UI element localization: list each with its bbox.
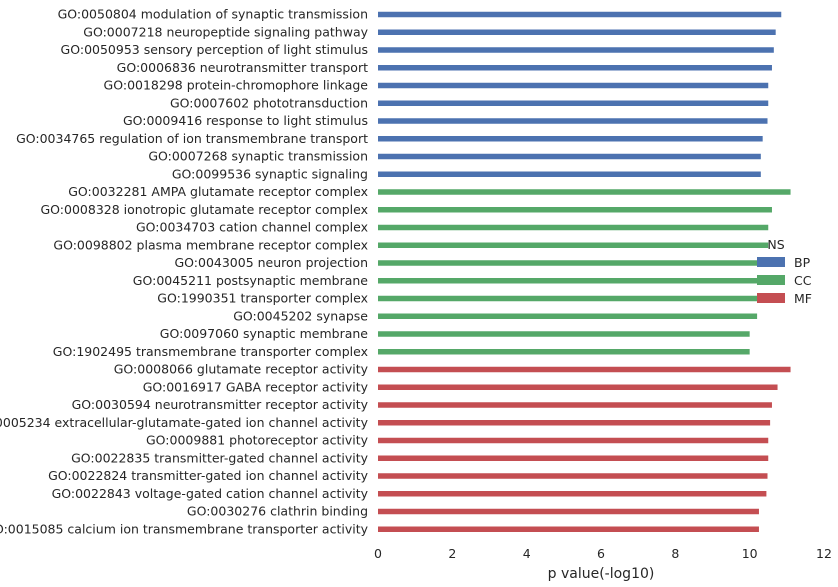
category-label-6: GO:0009416 response to light stimulus bbox=[123, 113, 368, 128]
x-tick-label-3: 6 bbox=[597, 546, 605, 561]
category-label-24: GO:0009881 photoreceptor activity bbox=[146, 433, 369, 448]
legend-swatch-mf bbox=[757, 293, 785, 303]
bar-6 bbox=[378, 118, 768, 124]
x-tick-label-2: 4 bbox=[523, 546, 531, 561]
bar-7 bbox=[378, 136, 763, 142]
bar-12 bbox=[378, 224, 769, 231]
bar-20 bbox=[378, 366, 791, 373]
category-label-9: GO:0099536 synaptic signaling bbox=[172, 166, 368, 181]
category-label-25: GO:0022835 transmitter-gated channel act… bbox=[71, 450, 368, 465]
x-tick-label-0: 0 bbox=[374, 546, 382, 561]
category-label-21: GO:0016917 GABA receptor activity bbox=[143, 379, 369, 394]
legend-label-mf: MF bbox=[794, 291, 812, 306]
bar-27 bbox=[378, 491, 767, 497]
bar-2 bbox=[378, 47, 774, 53]
category-label-29: GO:0015085 calcium ion transmembrane tra… bbox=[0, 521, 369, 536]
bar-19 bbox=[378, 349, 750, 355]
category-label-11: GO:0008328 ionotropic glutamate receptor… bbox=[41, 202, 369, 217]
legend-swatch-cc bbox=[757, 275, 785, 285]
bar-0 bbox=[378, 11, 782, 18]
category-labels-group: GO:0050804 modulation of synaptic transm… bbox=[0, 7, 369, 537]
category-label-2: GO:0050953 sensory perception of light s… bbox=[61, 42, 368, 57]
bar-16 bbox=[378, 295, 761, 302]
x-tick-label-1: 2 bbox=[448, 546, 456, 561]
legend-label-cc: CC bbox=[794, 273, 812, 288]
bars-group bbox=[378, 11, 791, 532]
category-label-23: GO:0005234 extracellular-glutamate-gated… bbox=[0, 415, 369, 430]
bar-25 bbox=[378, 455, 769, 461]
bar-1 bbox=[378, 29, 776, 35]
category-label-15: GO:0045211 postsynaptic membrane bbox=[133, 273, 369, 288]
category-label-10: GO:0032281 AMPA glutamate receptor compl… bbox=[68, 184, 368, 199]
bar-11 bbox=[378, 207, 772, 213]
category-label-19: GO:1902495 transmembrane transporter com… bbox=[53, 344, 368, 359]
category-label-5: GO:0007602 phototransduction bbox=[170, 95, 368, 110]
bar-22 bbox=[378, 402, 772, 408]
bar-26 bbox=[378, 473, 768, 479]
bar-23 bbox=[378, 420, 771, 426]
bar-5 bbox=[378, 100, 769, 106]
category-label-12: GO:0034703 cation channel complex bbox=[136, 220, 368, 235]
bar-3 bbox=[378, 65, 772, 71]
category-label-17: GO:0045202 synapse bbox=[233, 308, 368, 323]
category-label-0: GO:0050804 modulation of synaptic transm… bbox=[58, 7, 368, 22]
bar-15 bbox=[378, 278, 763, 284]
bar-4 bbox=[378, 82, 769, 89]
legend-label-bp: BP bbox=[794, 255, 811, 270]
bar-17 bbox=[378, 313, 758, 319]
bar-13 bbox=[378, 242, 769, 248]
category-label-13: GO:0098802 plasma membrane receptor comp… bbox=[53, 237, 368, 252]
category-label-28: GO:0030276 clathrin binding bbox=[187, 504, 368, 519]
category-label-14: GO:0043005 neuron projection bbox=[174, 255, 368, 270]
x-axis-title: p value(-log10) bbox=[548, 566, 655, 582]
category-label-1: GO:0007218 neuropeptide signaling pathwa… bbox=[83, 24, 368, 39]
x-tick-label-4: 8 bbox=[671, 546, 679, 561]
bar-10 bbox=[378, 189, 791, 195]
category-label-16: GO:1990351 transporter complex bbox=[157, 291, 368, 306]
x-tick-label-6: 12 bbox=[816, 546, 832, 561]
x-ticks-group: 0 2 4 6 8 10 12 bbox=[374, 546, 832, 561]
bar-21 bbox=[378, 384, 778, 390]
legend-swatch-bp bbox=[757, 257, 785, 267]
x-tick-label-5: 10 bbox=[742, 546, 758, 561]
category-label-27: GO:0022843 voltage-gated cation channel … bbox=[52, 486, 369, 501]
category-label-8: GO:0007268 synaptic transmission bbox=[148, 149, 368, 164]
bar-18 bbox=[378, 331, 750, 337]
category-label-18: GO:0097060 synaptic membrane bbox=[160, 326, 369, 341]
category-label-4: GO:0018298 protein-chromophore linkage bbox=[104, 78, 369, 93]
bar-24 bbox=[378, 437, 769, 444]
category-label-26: GO:0022824 transmitter-gated ion channel… bbox=[48, 468, 369, 483]
bar-8 bbox=[378, 153, 761, 160]
category-label-20: GO:0008066 glutamate receptor activity bbox=[114, 362, 369, 377]
category-label-3: GO:0006836 neurotransmitter transport bbox=[117, 60, 368, 75]
bar-9 bbox=[378, 171, 761, 177]
category-label-22: GO:0030594 neurotransmitter receptor act… bbox=[72, 397, 369, 412]
legend: NS BP CC MF bbox=[757, 237, 812, 306]
bar-29 bbox=[378, 526, 759, 532]
legend-title: NS bbox=[767, 237, 784, 252]
category-label-7: GO:0034765 regulation of ion transmembra… bbox=[16, 131, 368, 146]
bar-28 bbox=[378, 508, 759, 515]
bar-14 bbox=[378, 260, 765, 266]
